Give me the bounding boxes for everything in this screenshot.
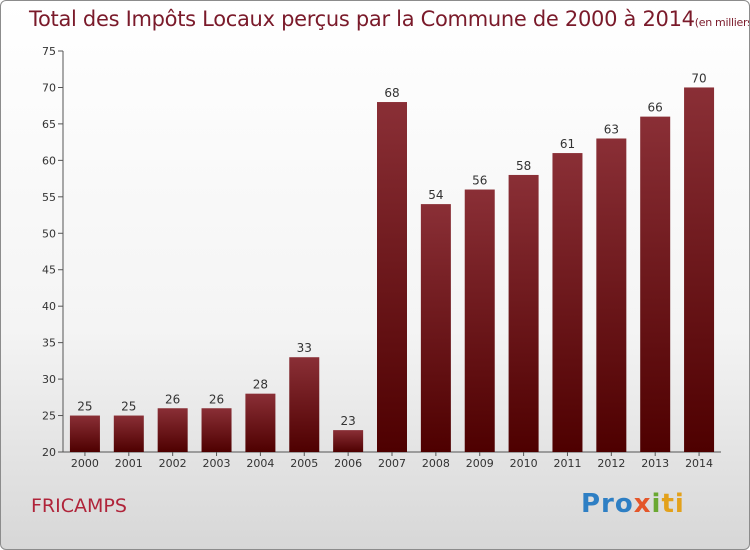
value-label-2009: 56 — [472, 174, 487, 188]
x-tick-label-2014: 2014 — [685, 457, 713, 470]
value-label-2003: 26 — [209, 392, 224, 406]
x-tick-label-2001: 2001 — [115, 457, 143, 470]
proxiti-logo[interactable]: Proxiti — [581, 489, 685, 519]
value-label-2010: 58 — [516, 159, 531, 173]
y-tick-label: 75 — [42, 45, 56, 58]
bar-2009 — [464, 189, 495, 452]
bar-2000 — [69, 415, 100, 452]
x-tick-label-2003: 2003 — [203, 457, 231, 470]
value-label-2011: 61 — [560, 137, 575, 151]
logo-part-3: i — [651, 489, 662, 519]
chart-unit-note: (en milliers d'€) — [694, 16, 750, 29]
value-label-2005: 33 — [297, 341, 312, 355]
value-label-2012: 63 — [604, 122, 619, 136]
bar-2001 — [113, 415, 144, 452]
y-tick-label: 60 — [42, 154, 56, 167]
x-tick-label-2005: 2005 — [290, 457, 318, 470]
x-tick-label-2007: 2007 — [378, 457, 406, 470]
x-tick-label-2002: 2002 — [159, 457, 187, 470]
logo-part-2: x — [633, 489, 652, 519]
bar-2002 — [157, 408, 188, 452]
bar-2006 — [333, 430, 364, 452]
bar-2012 — [596, 138, 627, 452]
x-tick-label-2013: 2013 — [641, 457, 669, 470]
bar-2011 — [552, 153, 583, 452]
y-tick-label: 65 — [42, 118, 56, 131]
x-tick-label-2006: 2006 — [334, 457, 362, 470]
bar-2007 — [377, 102, 407, 452]
x-tick-label-2010: 2010 — [510, 457, 538, 470]
y-tick-label: 40 — [42, 300, 56, 313]
value-label-2006: 23 — [340, 414, 355, 428]
y-tick-label: 25 — [42, 410, 56, 423]
y-tick-label: 45 — [42, 264, 56, 277]
bar-2014 — [684, 87, 715, 453]
bar-2013 — [640, 116, 671, 453]
y-tick-label: 20 — [42, 446, 56, 459]
value-label-2013: 66 — [648, 101, 663, 115]
x-tick-label-2009: 2009 — [466, 457, 494, 470]
logo-part-4: ti — [661, 489, 685, 519]
x-tick-label-2012: 2012 — [597, 457, 625, 470]
value-label-2002: 26 — [165, 392, 180, 406]
value-label-2007: 68 — [384, 86, 399, 100]
x-tick-label-2004: 2004 — [246, 457, 274, 470]
bar-2005 — [289, 357, 320, 452]
value-label-2004: 28 — [253, 378, 268, 392]
bar-2008 — [420, 204, 451, 452]
x-tick-label-2011: 2011 — [553, 457, 581, 470]
logo-part-1: Pro — [581, 489, 634, 519]
chart-title: Total des Impôts Locaux perçus par la Co… — [29, 7, 750, 31]
value-label-2008: 54 — [428, 188, 443, 202]
chart-title-text: Total des Impôts Locaux perçus par la Co… — [29, 7, 695, 31]
bar-2010 — [508, 174, 539, 453]
y-tick-label: 35 — [42, 337, 56, 350]
commune-name: FRICAMPS — [31, 495, 127, 517]
bar-2003 — [201, 408, 232, 452]
y-tick-label: 50 — [42, 227, 56, 240]
x-tick-label-2000: 2000 — [71, 457, 99, 470]
y-tick-label: 70 — [42, 81, 56, 94]
y-tick-label: 30 — [42, 373, 56, 386]
value-label-2000: 25 — [77, 400, 92, 414]
value-label-2001: 25 — [121, 400, 136, 414]
x-tick-label-2008: 2008 — [422, 457, 450, 470]
y-tick-label: 55 — [42, 191, 56, 204]
bar-2004 — [245, 393, 276, 452]
value-label-2014: 70 — [691, 71, 706, 85]
